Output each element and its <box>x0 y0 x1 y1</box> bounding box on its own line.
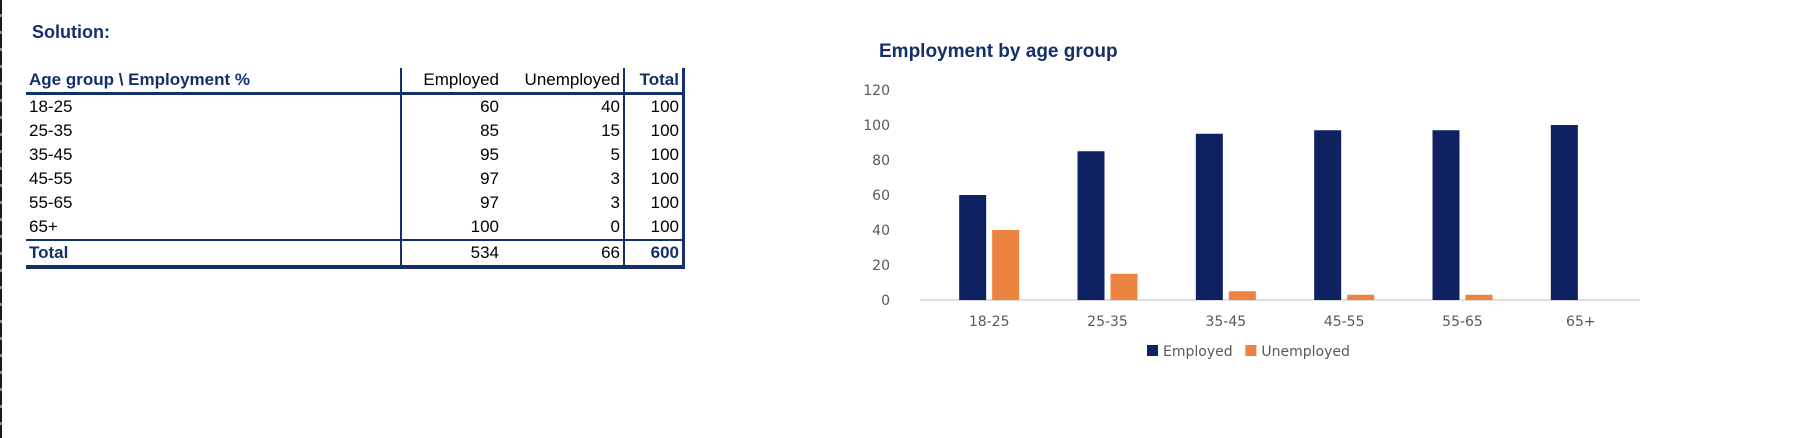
bar-unemployed-35-45 <box>1228 291 1256 300</box>
x-tick-label: 45-55 <box>1324 314 1365 330</box>
table-row: 25-35 85 15 100 <box>26 119 685 143</box>
header-total: Total <box>624 68 685 95</box>
total-label: Total <box>26 239 402 269</box>
row-total: 100 <box>624 143 685 167</box>
bar-employed-65+ <box>1550 125 1578 300</box>
bar-unemployed-55-65 <box>1465 294 1493 300</box>
chart-title: Employment by age group <box>879 41 1118 62</box>
header-employed: Employed <box>401 68 502 95</box>
legend-label-employed: Employed <box>1163 344 1233 360</box>
table-total-row: Total 534 66 600 <box>26 239 685 269</box>
table-row: 45-55 97 3 100 <box>26 167 685 191</box>
bar-unemployed-25-35 <box>1110 273 1138 300</box>
row-unemployed: 40 <box>502 93 625 119</box>
row-employed: 97 <box>480 169 499 188</box>
table-row: 35-45 95 5 100 <box>26 143 685 167</box>
row-total: 100 <box>624 93 685 119</box>
row-total: 100 <box>624 215 685 240</box>
table-row: 65+ 100 0 100 <box>26 215 685 240</box>
bar-employed-18-25 <box>959 195 987 300</box>
legend-swatch-unemployed <box>1245 345 1257 356</box>
solution-heading: Solution: <box>32 22 110 42</box>
bar-unemployed-18-25 <box>992 230 1020 300</box>
row-unemployed: 3 <box>502 167 625 191</box>
row-total: 100 <box>624 167 685 191</box>
row-employed: 85 <box>480 121 499 140</box>
header-age-group: Age group \ Employment % <box>26 68 402 95</box>
employment-table: Age group \ Employment % Employed Unempl… <box>26 68 685 269</box>
total-total: 600 <box>624 239 685 269</box>
row-age-group: 18-25 <box>26 93 402 119</box>
x-tick-label: 25-35 <box>1087 314 1128 330</box>
bar-employed-45-55 <box>1314 130 1342 300</box>
row-age-group: 35-45 <box>26 143 402 167</box>
row-age-group: 25-35 <box>26 119 402 143</box>
row-unemployed: 0 <box>502 215 625 240</box>
legend-swatch-employed <box>1147 345 1158 356</box>
bar-employed-55-65 <box>1432 130 1460 300</box>
row-employed: 95 <box>480 145 499 164</box>
row-employed: 60 <box>480 97 499 116</box>
total-unemployed: 66 <box>502 239 625 269</box>
row-employed: 97 <box>480 193 499 212</box>
y-tick-label: 60 <box>872 188 890 204</box>
row-age-group: 45-55 <box>26 167 402 191</box>
row-unemployed: 5 <box>502 143 625 167</box>
y-tick-label: 80 <box>872 153 890 169</box>
row-unemployed: 3 <box>502 191 625 215</box>
legend-label-unemployed: Unemployed <box>1261 344 1350 360</box>
bar-unemployed-45-55 <box>1347 294 1375 300</box>
table-row: 18-25 60 40 100 <box>26 93 685 119</box>
row-age-group: 65+ <box>26 215 402 240</box>
total-employed: 534 <box>401 239 502 269</box>
y-tick-label: 0 <box>881 293 890 309</box>
x-tick-label: 18-25 <box>969 314 1010 330</box>
bar-employed-25-35 <box>1077 151 1105 300</box>
row-total: 100 <box>624 191 685 215</box>
bar-employed-35-45 <box>1195 133 1223 300</box>
sheet-left-edge <box>0 0 2 438</box>
employment-bar-chart: 0 20 40 60 80 100 120 18-25 25-35 35-45 45-55 55-65… <box>863 83 1640 360</box>
row-employed: 100 <box>470 217 499 236</box>
x-tick-label: 35-45 <box>1205 314 1246 330</box>
y-tick-label: 120 <box>863 83 890 99</box>
row-total: 100 <box>624 119 685 143</box>
y-tick-label: 100 <box>863 118 890 134</box>
y-tick-label: 40 <box>872 223 890 239</box>
x-tick-label: 65+ <box>1566 314 1596 330</box>
row-age-group: 55-65 <box>26 191 402 215</box>
table-row: 55-65 97 3 100 <box>26 191 685 215</box>
row-unemployed: 15 <box>502 119 625 143</box>
y-tick-label: 20 <box>872 258 890 274</box>
x-tick-label: 55-65 <box>1442 314 1483 330</box>
table-header-row: Age group \ Employment % Employed Unempl… <box>26 68 685 95</box>
header-unemployed: Unemployed <box>502 68 625 95</box>
